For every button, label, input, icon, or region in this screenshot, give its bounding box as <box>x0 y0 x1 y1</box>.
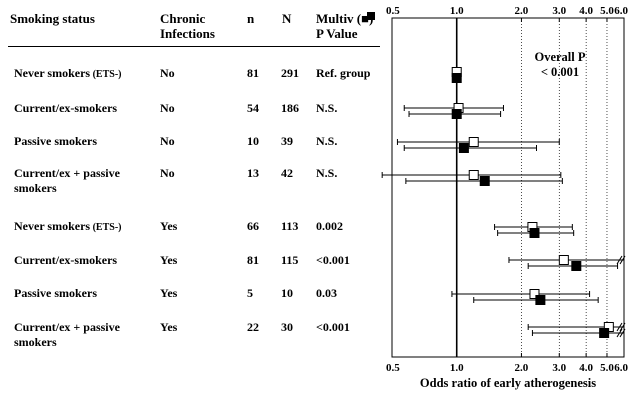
header-n-total: N <box>282 11 292 26</box>
ci-break-mark <box>619 255 626 265</box>
row-n-small: 81 <box>247 253 259 267</box>
header-rule <box>8 46 380 47</box>
row-n-total: 115 <box>281 253 299 267</box>
point-multivariate <box>599 328 610 338</box>
row-n-total: 42 <box>281 166 293 180</box>
x-tick-label-bottom: 5.0 <box>600 362 614 374</box>
ci-break-mark <box>619 322 626 332</box>
row-n-small: 10 <box>247 134 259 148</box>
ci-break-mark <box>616 322 623 332</box>
header-smoking-status: Smoking status <box>10 11 95 26</box>
x-tick-label-top: 0.5 <box>386 5 400 17</box>
row-status: Never smokers (ETS-) <box>14 219 122 233</box>
row-n-total: 10 <box>281 286 293 300</box>
x-tick-label-top: 4.0 <box>579 5 593 17</box>
ci-break-mark <box>616 255 623 265</box>
row-status: Current/ex-smokers <box>14 253 118 267</box>
point-univariate <box>468 170 479 180</box>
point-multivariate <box>458 143 469 153</box>
overall-p-annotation: < 0.001 <box>541 65 579 79</box>
row-status: Passive smokers <box>14 134 97 148</box>
x-tick-label-bottom: 2.0 <box>515 362 529 374</box>
row-status-line2: smokers <box>14 181 57 195</box>
ci-break-mark <box>616 328 623 338</box>
row-n-total: 30 <box>281 320 293 334</box>
row-p-value: N.S. <box>316 134 338 148</box>
row-infections: No <box>160 134 175 148</box>
point-multivariate <box>479 176 490 186</box>
ci-break-mark <box>619 328 626 338</box>
header-n-small: n <box>247 11 255 26</box>
row-infections: No <box>160 66 175 80</box>
row-n-small: 66 <box>247 219 259 233</box>
x-tick-label-bottom: 0.5 <box>386 362 400 374</box>
row-n-small: 54 <box>247 101 259 115</box>
row-infections: Yes <box>160 253 178 267</box>
point-multivariate <box>451 109 462 119</box>
overall-p-annotation: Overall P <box>534 50 585 64</box>
row-n-small: 5 <box>247 286 253 300</box>
row-p-value: <0.001 <box>316 320 350 334</box>
row-n-small: 81 <box>247 66 259 80</box>
x-tick-label-bottom: 6.0 <box>614 362 628 374</box>
x-tick-label-bottom: 1.0 <box>450 362 464 374</box>
point-univariate <box>529 289 540 299</box>
row-infections: Yes <box>160 320 178 334</box>
row-p-value: Ref. group <box>316 66 371 80</box>
point-multivariate <box>571 261 582 271</box>
point-multivariate <box>451 73 462 83</box>
multivariate-legend-marker <box>367 12 375 20</box>
header-chronic-infections: Chronic Infections <box>160 11 215 41</box>
x-tick-label-top: 2.0 <box>515 5 529 17</box>
row-n-small: 13 <box>247 166 259 180</box>
x-tick-label-bottom: 3.0 <box>552 362 566 374</box>
row-n-total: 113 <box>281 219 299 233</box>
row-infections: Yes <box>160 286 178 300</box>
x-tick-label-top: 3.0 <box>552 5 566 17</box>
point-univariate <box>468 137 479 147</box>
row-status-note: (ETS-) <box>90 222 122 233</box>
row-status: Passive smokers <box>14 286 97 300</box>
row-infections: Yes <box>160 219 178 233</box>
row-p-value: <0.001 <box>316 253 350 267</box>
row-p-value: N.S. <box>316 101 338 115</box>
row-n-total: 291 <box>281 66 299 80</box>
x-axis-title: Odds ratio of early atherogenesis <box>420 376 596 390</box>
x-tick-label-top: 6.0 <box>614 5 628 17</box>
row-n-total: 186 <box>281 101 299 115</box>
row-status-note: (ETS-) <box>90 69 122 80</box>
row-status: Current/ex-smokers <box>14 101 118 115</box>
row-n-small: 22 <box>247 320 259 334</box>
row-status-line2: smokers <box>14 335 57 349</box>
row-status: Current/ex + passive <box>14 166 120 180</box>
row-n-total: 39 <box>281 134 293 148</box>
row-status: Never smokers (ETS-) <box>14 66 122 80</box>
x-tick-label-bottom: 4.0 <box>579 362 593 374</box>
plot-frame <box>391 17 625 358</box>
point-univariate <box>558 255 569 265</box>
row-p-value: N.S. <box>316 166 338 180</box>
point-multivariate <box>529 228 540 238</box>
row-p-value: 0.03 <box>316 286 337 300</box>
row-p-value: 0.002 <box>316 219 343 233</box>
row-status: Current/ex + passive <box>14 320 120 334</box>
row-infections: No <box>160 166 175 180</box>
x-tick-label-top: 1.0 <box>450 5 464 17</box>
row-infections: No <box>160 101 175 115</box>
point-multivariate <box>535 295 546 305</box>
x-tick-label-top: 5.0 <box>600 5 614 17</box>
